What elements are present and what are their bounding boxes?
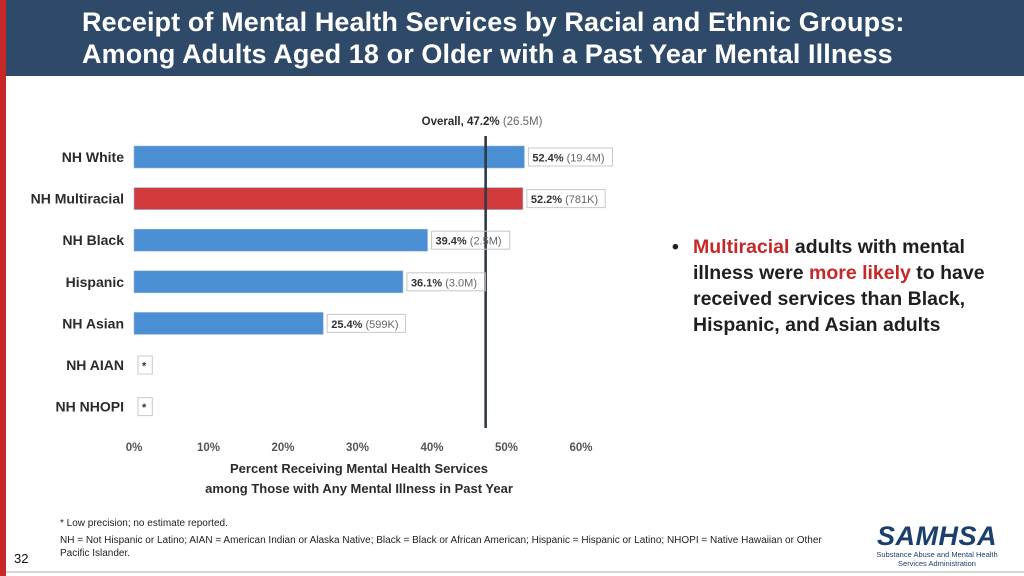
data-label-box (527, 147, 613, 167)
bullet-text-segment: adults with mental illness were (693, 236, 965, 284)
x-tick-label: 50% (495, 442, 518, 454)
x-tick-label: 30% (346, 442, 369, 454)
data-label-box (137, 397, 153, 417)
footnote-abbreviations: NH = Not Hispanic or Latino; AIAN = Amer… (60, 535, 822, 559)
bullet-highlight-group: Multiracial (693, 236, 790, 258)
x-tick-label: 0% (126, 442, 143, 454)
data-label: 25.4% (599K) (331, 319, 398, 331)
category-label: NH NHOPI (56, 399, 124, 415)
bar (133, 270, 404, 294)
data-label-box (431, 230, 511, 250)
x-tick-label: 20% (271, 442, 294, 454)
category-label: NH Multiracial (31, 191, 124, 207)
left-accent-bar (0, 0, 6, 576)
bar (133, 187, 524, 210)
data-label-box (326, 313, 407, 333)
logo-subtitle: Substance Abuse and Mental Health Servic… (876, 550, 998, 568)
key-finding-bullet: • Multiracial adults with mental illness… (672, 234, 1002, 338)
data-label: 52.2% (781K) (531, 194, 598, 206)
data-label: 39.4% (2.5M) (436, 236, 502, 248)
data-label: * (142, 402, 147, 414)
samhsa-logo: SAMHSA Substance Abuse and Mental Health… (872, 522, 1002, 568)
bullet-text-segment: to have received services than Black, Hi… (693, 262, 985, 336)
x-axis-title-line-2: among Those with Any Mental Illness in P… (205, 481, 513, 496)
logo-mark: SAMHSA (876, 521, 997, 551)
data-label-box (406, 272, 486, 292)
footnote-precision: * Low precision; no estimate reported. (60, 518, 228, 529)
data-label: * (142, 361, 147, 373)
x-tick-label: 10% (197, 442, 220, 454)
data-label: 36.1% (3.0M) (411, 277, 477, 289)
category-label: NH AIAN (66, 357, 124, 373)
page-title-line-2: Among Adults Aged 18 or Older with a Pas… (82, 39, 893, 69)
bullet-dot: • (672, 236, 679, 258)
header-banner: Receipt of Mental Health Services by Rac… (6, 0, 1024, 76)
page-number: 32 (14, 551, 29, 566)
overall-reference-label: Overall, 47.2% (26.5M) (422, 116, 543, 128)
bullet-text: Multiracial adults with mental illness w… (693, 234, 1002, 338)
bullet-highlight-phrase: more likely (808, 262, 911, 284)
category-label: Hispanic (66, 274, 125, 290)
data-label-box (137, 355, 153, 375)
category-label: NH Black (63, 232, 125, 248)
data-label-box (526, 189, 606, 209)
page-title-line-1: Receipt of Mental Health Services by Rac… (82, 7, 905, 37)
x-tick-label: 40% (420, 442, 443, 454)
category-label: NH White (62, 149, 124, 165)
x-tick-label: 60% (569, 442, 592, 454)
x-axis-title-line-1: Percent Receiving Mental Health Services (230, 461, 488, 476)
bar (133, 312, 324, 335)
bottom-divider (6, 571, 1024, 573)
bar (133, 145, 525, 169)
data-label: 52.4% (19.4M) (532, 153, 604, 165)
category-label: NH Asian (62, 315, 124, 331)
bar-chart: Overall, 47.2% (26.5M) NH White 52.4% (19… (31, 116, 613, 496)
bar (133, 228, 428, 252)
